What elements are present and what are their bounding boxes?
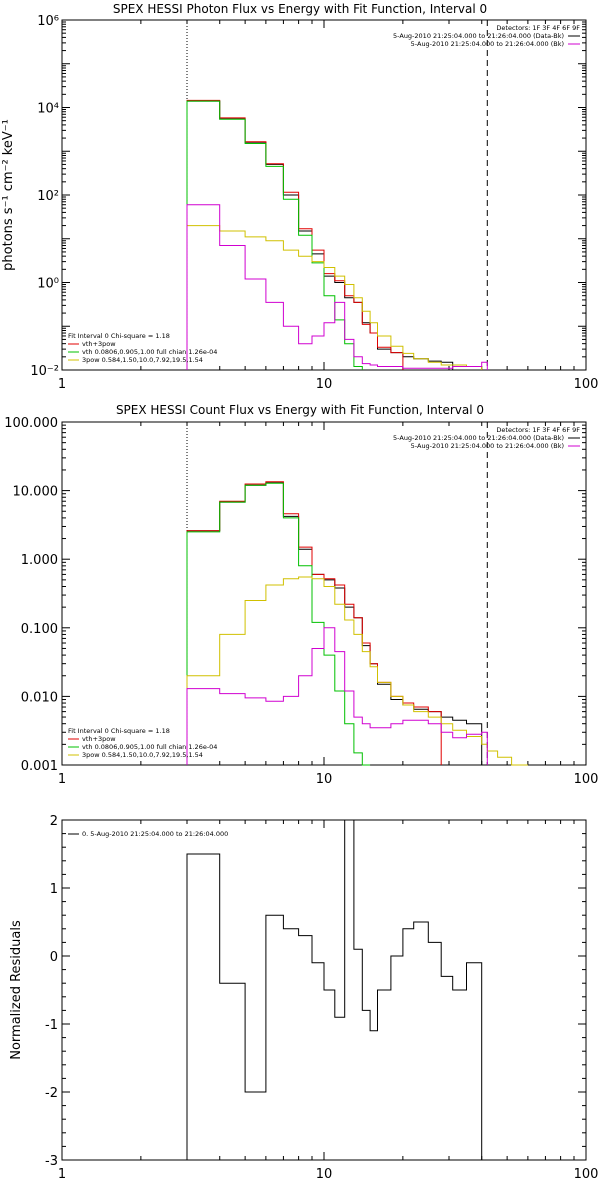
residual-y-tick-label: 0 [50, 950, 58, 965]
photon-x-tick-label: 1 [58, 377, 66, 392]
residual-x-tick-label: 1 [58, 1167, 66, 1182]
count-legend-top-right-entry: Detectors: 1F 3F 4F 6F 9F [496, 426, 580, 434]
count-series-3 [186, 576, 528, 766]
count-y-tick-label: 0.100 [21, 622, 58, 637]
residual-y-axis-label: Normalized Residuals [9, 920, 24, 1060]
residual-y-tick-label: -3 [45, 1154, 58, 1169]
count-series-4 [186, 627, 488, 765]
count-x-tick-label: 1 [58, 772, 66, 787]
photon-series-2 [186, 100, 363, 370]
count-x-tick-label: 10 [316, 772, 333, 787]
count-series-2 [186, 482, 371, 766]
photon-y-tick-label: 10⁴ [37, 102, 59, 117]
photon-legend-top-right-entry: Detectors: 1F 3F 4F 6F 9F [496, 24, 580, 32]
photon-legend-bottom-left-entry: Fit Interval 0 Chi-square = 1.18 [68, 332, 170, 340]
photon-legend-bottom-left-entry: vth 0.0806,0.905,1.00 full chian 1.26e-0… [82, 348, 217, 356]
photon-flux-chart-title: SPEX HESSI Photon Flux vs Energy with Fi… [112, 2, 488, 16]
photon-series-1 [186, 99, 404, 370]
count-legend-top-right-entry: 5-Aug-2010 21:25:04.000 to 21:26:04.000 … [393, 434, 564, 442]
photon-plot-frame [61, 19, 587, 371]
count-y-tick-label: 0.010 [21, 690, 58, 705]
photon-y-tick-label: 10⁰ [37, 277, 59, 292]
residual-x-tick-label: 100 [574, 1167, 599, 1182]
residual-y-tick-label: -2 [45, 1086, 58, 1101]
photon-legend-bottom-left-entry: vth+3pow [82, 340, 116, 348]
photon-y-tick-label: 10² [37, 189, 59, 204]
residual-y-tick-label: 2 [50, 814, 58, 829]
residual-series-0 [186, 819, 483, 1160]
photon-series-0 [186, 100, 454, 370]
count-legend-top-right-entry: 5-Aug-2010 21:25:04.000 to 21:26:04.000 … [411, 442, 564, 450]
count-legend-bottom-left-entry: vth 0.0806,0.905,1.00 full chian 1.26e-0… [82, 743, 217, 751]
count-y-tick-label: 1.000 [21, 553, 58, 568]
count-y-tick-label: 0.001 [21, 759, 58, 774]
count-series-0 [186, 482, 483, 765]
residual-x-tick-label: 10 [316, 1167, 333, 1182]
photon-y-tick-label: 10⁶ [37, 14, 59, 29]
photon-x-tick-label: 10 [316, 377, 333, 392]
count-legend-bottom-left-entry: Fit Interval 0 Chi-square = 1.18 [68, 727, 170, 735]
photon-y-tick-label: 10⁻² [30, 364, 59, 379]
residual-legend-top-left-entry: 0. 5-Aug-2010 21:25:04.000 to 21:26:04.0… [82, 830, 228, 838]
count-y-tick-label: 100.000 [4, 416, 58, 431]
count-plot-frame [61, 421, 587, 766]
photon-y-axis-label: photons s⁻¹ cm⁻² keV⁻¹ [1, 119, 16, 271]
photon-x-tick-label: 100 [574, 377, 599, 392]
photon-series-3 [186, 225, 483, 370]
photon-legend-top-right-entry: 5-Aug-2010 21:25:04.000 to 21:26:04.000 … [411, 40, 564, 48]
photon-legend-top-right-entry: 5-Aug-2010 21:25:04.000 to 21:26:04.000 … [393, 32, 564, 40]
count-flux-chart-title: SPEX HESSI Count Flux vs Energy with Fit… [115, 403, 485, 417]
count-y-tick-label: 10.000 [13, 485, 59, 500]
count-x-tick-label: 100 [574, 772, 599, 787]
count-legend-bottom-left-entry: 3pow 0.584,1.50,10.0,7.92,19.5,1.54 [82, 751, 203, 759]
residual-y-tick-label: -1 [45, 1018, 58, 1033]
residual-y-tick-label: 1 [50, 882, 58, 897]
count-legend-bottom-left-entry: vth+3pow [82, 735, 116, 743]
photon-legend-bottom-left-entry: 3pow 0.584,1.50,10.0,7.92,19.5,1.54 [82, 356, 203, 364]
photon-series-4 [186, 204, 488, 370]
